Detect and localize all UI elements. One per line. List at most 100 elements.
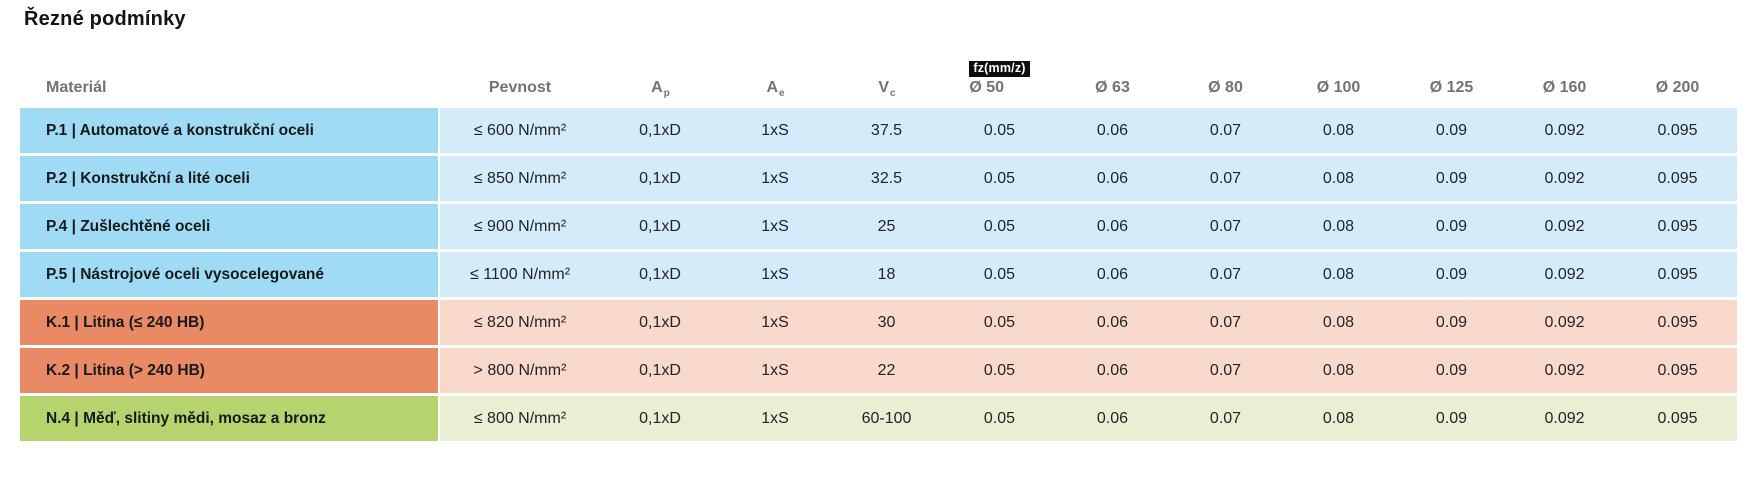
vc-cell: 32.5 (870, 169, 903, 187)
material-cell: P.1 | Automatové a konstrukční oceli (20, 108, 440, 153)
fz-cell: 0.06 (1096, 265, 1129, 283)
fz-cell: 0.05 (983, 409, 1016, 427)
pevnost-cell: ≤ 850 N/mm² (473, 169, 567, 187)
fz-cell: 0.092 (1544, 169, 1585, 187)
fz-cell: 0.08 (1322, 217, 1355, 235)
column-header-diameter-200: Ø 200 (1655, 79, 1700, 97)
fz-cell: 0.095 (1657, 121, 1698, 139)
fz-cell: 0.095 (1657, 217, 1698, 235)
fz-cell: 0.06 (1096, 313, 1129, 331)
row-filler (1734, 204, 1737, 249)
ae-cell: 1xS (761, 409, 789, 427)
fz-cell: 0.05 (983, 217, 1016, 235)
row-filler (1734, 300, 1737, 345)
ap-subscript: p (663, 87, 670, 99)
row-filler (1734, 108, 1737, 153)
fz-cell: 0.095 (1657, 313, 1698, 331)
fz-cell: 0.08 (1322, 169, 1355, 187)
fz-cell: 0.09 (1435, 217, 1468, 235)
fz-cell: 0.09 (1435, 361, 1468, 379)
vc-cell: 37.5 (870, 121, 903, 139)
column-header-material: Materiál (46, 79, 107, 97)
material-cell: N.4 | Měď, slitiny mědi, mosaz a bronz (20, 396, 440, 441)
fz-cell: 0.08 (1322, 121, 1355, 139)
fz-cell: 0.09 (1435, 121, 1468, 139)
fz-cell: 0.05 (983, 169, 1016, 187)
ae-cell: 1xS (761, 265, 789, 283)
fz-cell: 0.09 (1435, 169, 1468, 187)
row-filler (1734, 156, 1737, 201)
ap-cell: 0,1xD (639, 169, 681, 187)
pevnost-cell: ≤ 900 N/mm² (473, 217, 567, 235)
diameter-50-label: Ø 50 (969, 79, 1005, 97)
fz-cell: 0.05 (983, 313, 1016, 331)
pevnost-cell: > 800 N/mm² (473, 361, 567, 379)
fz-cell: 0.092 (1544, 313, 1585, 331)
fz-cell: 0.06 (1096, 169, 1129, 187)
fz-cell: 0.092 (1544, 265, 1585, 283)
vc-label: V (878, 79, 890, 97)
column-header-pevnost: Pevnost (488, 79, 552, 97)
vc-cell: 30 (877, 313, 896, 331)
fz-header-stack: fz(mm/z) Ø 50 (969, 61, 1030, 97)
pevnost-cell: ≤ 800 N/mm² (473, 409, 567, 427)
fz-cell: 0.07 (1209, 265, 1242, 283)
vc-cell: 22 (877, 361, 896, 379)
fz-cell: 0.092 (1544, 121, 1585, 139)
fz-cell: 0.07 (1209, 361, 1242, 379)
ap-cell: 0,1xD (639, 409, 681, 427)
material-cell: K.2 | Litina (> 240 HB) (20, 348, 440, 393)
material-cell: P.2 | Konstrukční a lité oceli (20, 156, 440, 201)
fz-cell: 0.092 (1544, 409, 1585, 427)
fz-cell: 0.06 (1096, 409, 1129, 427)
table-row: P.2 | Konstrukční a lité oceli ≤ 850 N/m… (20, 156, 1737, 201)
ap-cell: 0,1xD (639, 265, 681, 283)
fz-cell: 0.07 (1209, 121, 1242, 139)
table-row: P.1 | Automatové a konstrukční oceli ≤ 6… (20, 108, 1737, 153)
table-row: N.4 | Měď, slitiny mědi, mosaz a bronz ≤… (20, 396, 1737, 441)
fz-cell: 0.06 (1096, 121, 1129, 139)
fz-cell: 0.07 (1209, 409, 1242, 427)
ap-label: A (651, 79, 663, 97)
ap-cell: 0,1xD (639, 313, 681, 331)
column-header-diameter-63: Ø 63 (1095, 79, 1130, 97)
pevnost-cell: ≤ 600 N/mm² (473, 121, 567, 139)
ae-cell: 1xS (761, 121, 789, 139)
ap-cell: 0,1xD (639, 121, 681, 139)
row-filler (1734, 396, 1737, 441)
ap-cell: 0,1xD (639, 217, 681, 235)
fz-unit-badge: fz(mm/z) (969, 61, 1030, 78)
vc-cell: 18 (877, 265, 896, 283)
ae-cell: 1xS (761, 169, 789, 187)
fz-cell: 0.08 (1322, 361, 1355, 379)
pevnost-cell: ≤ 820 N/mm² (473, 313, 567, 331)
ae-cell: 1xS (761, 361, 789, 379)
fz-cell: 0.08 (1322, 409, 1355, 427)
fz-cell: 0.07 (1209, 169, 1242, 187)
material-cell: P.4 | Zušlechtěné oceli (20, 204, 440, 249)
fz-cell: 0.095 (1657, 361, 1698, 379)
vc-subscript: c (890, 87, 896, 99)
fz-cell: 0.07 (1209, 217, 1242, 235)
fz-cell: 0.05 (983, 121, 1016, 139)
fz-cell: 0.07 (1209, 313, 1242, 331)
vc-cell: 60-100 (861, 409, 912, 427)
fz-cell: 0.095 (1657, 169, 1698, 187)
fz-cell: 0.09 (1435, 409, 1468, 427)
material-cell: P.5 | Nástrojové oceli vysocelegované (20, 252, 440, 297)
fz-cell: 0.05 (983, 265, 1016, 283)
page-title: Řezné podmínky (24, 8, 186, 30)
fz-cell: 0.08 (1322, 265, 1355, 283)
fz-cell: 0.09 (1435, 313, 1468, 331)
column-header-diameter-80: Ø 80 (1208, 79, 1243, 97)
table-row: P.5 | Nástrojové oceli vysocelegované ≤ … (20, 252, 1737, 297)
ap-cell: 0,1xD (639, 361, 681, 379)
fz-cell: 0.09 (1435, 265, 1468, 283)
table-row: K.1 | Litina (≤ 240 HB) ≤ 820 N/mm² 0,1x… (20, 300, 1737, 345)
fz-cell: 0.095 (1657, 265, 1698, 283)
header-filler (1734, 97, 1737, 108)
